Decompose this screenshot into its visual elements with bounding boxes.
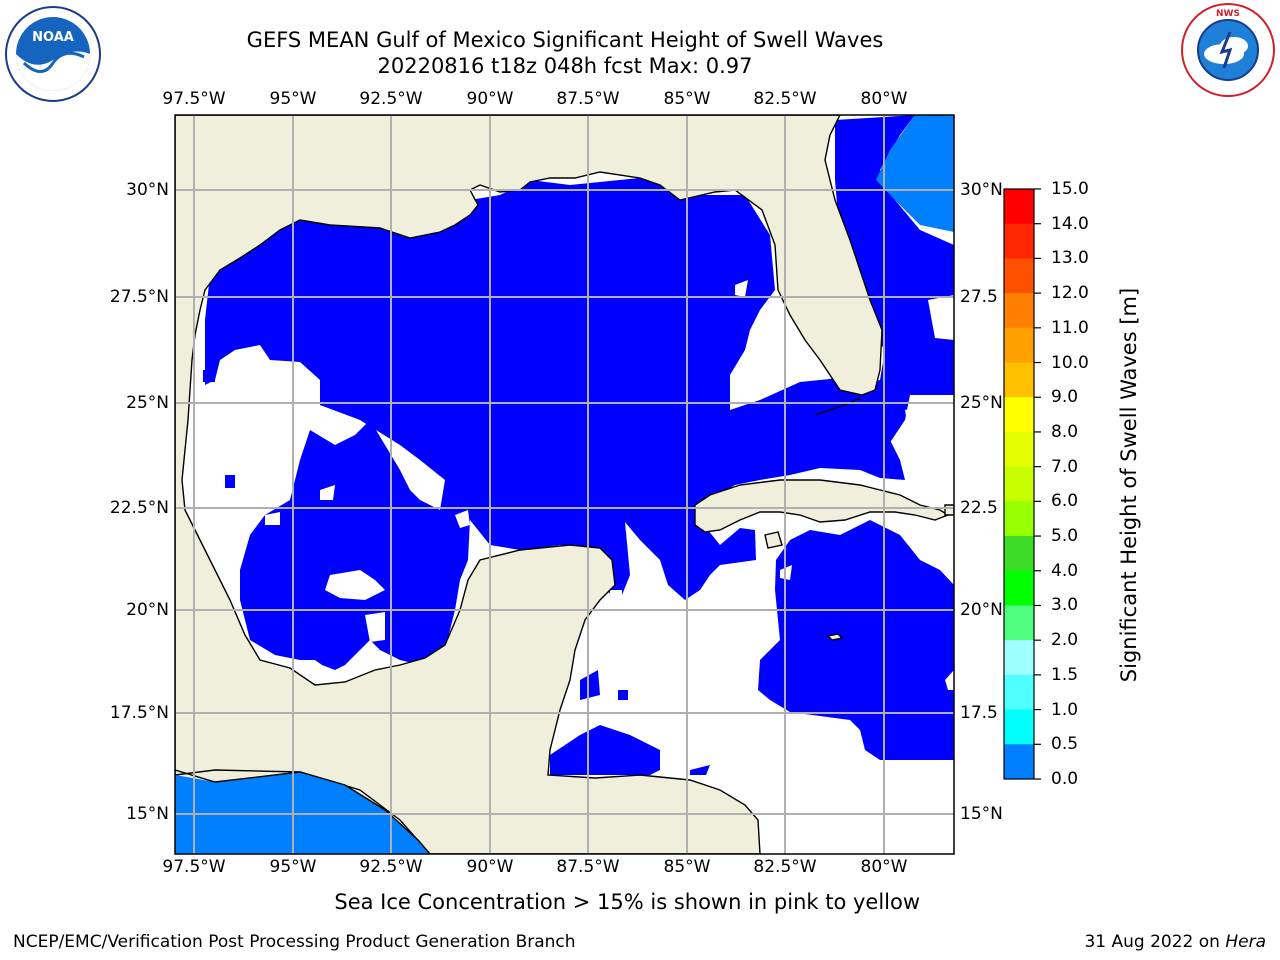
- colorbar-segment: [1004, 605, 1034, 641]
- footer-date: 31 Aug 2022 on Hera: [1084, 932, 1266, 952]
- swell-gaps: [265, 280, 954, 690]
- colorbar-segment: [1004, 536, 1034, 572]
- footer-machine: Hera: [1225, 932, 1266, 952]
- colorbar-tick-label: 0.5: [1051, 734, 1079, 755]
- footer-credit: NCEP/EMC/Verification Post Processing Pr…: [13, 932, 576, 952]
- colorbar-tick-label: 15.0: [1051, 179, 1089, 199]
- lat-label-left-20: 20°N: [126, 600, 169, 620]
- colorbar-segment: [1004, 327, 1034, 364]
- lon-label-bottom-97-5: 97.5°W: [162, 857, 226, 877]
- sea-ice-note: Sea Ice Concentration > 15% is shown in …: [334, 890, 921, 914]
- colorbar-tick-label: 1.5: [1051, 664, 1079, 685]
- lon-label-bottom-92-5: 92.5°W: [359, 857, 423, 877]
- lat-label-right-15: 15°N: [960, 804, 1003, 824]
- noaa-logo-icon: NOAA: [5, 6, 101, 102]
- colorbar-tick-label: 1.0: [1051, 699, 1079, 720]
- colorbar-segment: [1004, 397, 1034, 433]
- colorbar-segment: [1004, 570, 1034, 606]
- colorbar: [1004, 188, 1041, 780]
- lon-label-bottom-82-5: 82.5°W: [753, 857, 817, 877]
- lon-label-top-85: 85°W: [663, 89, 711, 109]
- lat-label-left-22-5: 22.5°N: [109, 498, 169, 518]
- lon-label-top-90: 90°W: [466, 89, 514, 109]
- lon-label-top-95: 95°W: [269, 89, 317, 109]
- colorbar-tick-label: 8.0: [1051, 421, 1079, 442]
- lat-label-left-15: 15°N: [126, 804, 169, 824]
- lon-label-top-92-5: 92.5°W: [359, 89, 423, 109]
- swell-05-10m-region-atlantic: [876, 115, 954, 232]
- lat-label-right-30: 30°N: [960, 180, 1003, 200]
- lat-label-right-17-5: 17.5: [960, 703, 998, 723]
- colorbar-segment: [1004, 431, 1034, 468]
- colorbar-segment: [1004, 640, 1034, 676]
- colorbar-tick-label: 9.0: [1051, 387, 1079, 408]
- colorbar-segment: [1004, 293, 1034, 329]
- lon-label-top-82-5: 82.5°W: [753, 89, 817, 109]
- colorbar-tick-label: 6.0: [1051, 491, 1079, 512]
- lon-label-bottom-95: 95°W: [269, 857, 317, 877]
- colorbar-tick-label: 7.0: [1051, 456, 1079, 477]
- colorbar-segment: [1004, 189, 1034, 225]
- colorbar-segment: [1004, 223, 1034, 259]
- chart-title: GEFS MEAN Gulf of Mexico Significant Hei…: [246, 28, 884, 52]
- svg-text:NWS: NWS: [1216, 9, 1240, 19]
- lat-label-left-25: 25°N: [126, 393, 169, 413]
- colorbar-segment: [1004, 466, 1034, 502]
- colorbar-tick-label: 14.0: [1051, 213, 1089, 234]
- colorbar-frame: [1003, 188, 1035, 780]
- colorbar-tick-label: 11.0: [1051, 317, 1089, 338]
- lon-label-bottom-85: 85°W: [663, 857, 711, 877]
- lon-label-top-97-5: 97.5°W: [162, 89, 226, 109]
- lat-label-right-22-5: 22.5: [960, 498, 998, 518]
- lat-label-right-25: 25°N: [960, 393, 1003, 413]
- colorbar-segment: [1004, 744, 1034, 780]
- colorbar-segment: [1004, 362, 1034, 398]
- colorbar-label: Significant Height of Swell Waves [m]: [1117, 287, 1141, 683]
- lat-label-right-27-5: 27.5: [960, 287, 998, 307]
- lon-label-bottom-90: 90°W: [466, 857, 514, 877]
- colorbar-segment: [1004, 501, 1034, 537]
- graticule: [175, 115, 954, 854]
- swell-0-05m-region: [203, 115, 954, 775]
- footer-date-text: 31 Aug 2022 on: [1084, 932, 1220, 952]
- lat-label-left-17-5: 17.5°N: [109, 703, 169, 723]
- colorbar-segment: [1004, 674, 1034, 711]
- lon-label-bottom-87-5: 87.5°W: [556, 857, 620, 877]
- colorbar-tick-label: 3.0: [1051, 595, 1079, 616]
- lat-label-right-20: 20°N: [960, 600, 1003, 620]
- chart-subtitle: 20220816 t18z 048h fcst Max: 0.97: [377, 54, 753, 78]
- colorbar-tick-label: 4.0: [1051, 560, 1079, 581]
- colorbar-segment: [1004, 709, 1034, 745]
- colorbar-tick-label: 12.0: [1051, 283, 1089, 304]
- lat-label-left-30: 30°N: [126, 180, 169, 200]
- lon-label-bottom-80: 80°W: [860, 857, 908, 877]
- colorbar-tick-label: 10.0: [1051, 352, 1089, 373]
- lon-label-top-87-5: 87.5°W: [556, 89, 620, 109]
- lon-label-top-80: 80°W: [860, 89, 908, 109]
- colorbar-tick-label: 2.0: [1051, 630, 1079, 651]
- colorbar-tick-label: 5.0: [1051, 526, 1079, 547]
- noaa-logo-text: NOAA: [32, 30, 74, 45]
- colorbar-tick-label: 13.0: [1051, 248, 1089, 269]
- map-frame: [174, 114, 955, 855]
- colorbar-tick-label: 0.0: [1051, 769, 1079, 789]
- nws-logo-icon: NWS: [1181, 3, 1275, 97]
- lat-label-left-27-5: 27.5°N: [109, 287, 169, 307]
- colorbar-segment: [1004, 258, 1034, 294]
